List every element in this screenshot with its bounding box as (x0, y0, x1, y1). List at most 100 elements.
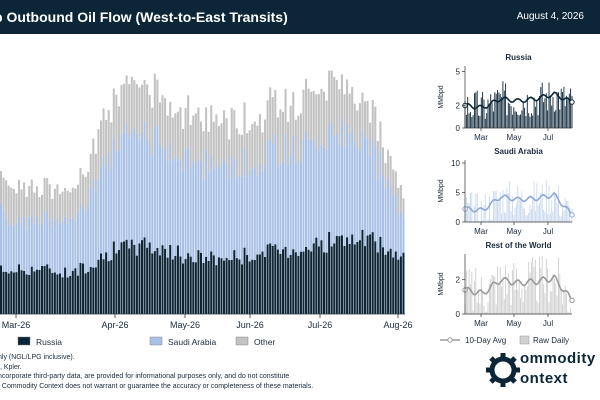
bar-saudi-arabia (379, 150, 382, 237)
bar-other (5, 180, 8, 218)
bar-other (299, 113, 302, 163)
bar-russia (381, 247, 384, 314)
legend-raw-swatch (519, 335, 530, 345)
bar-russia (194, 262, 197, 314)
bar-saudi-arabia (353, 141, 356, 245)
bar-other (169, 101, 172, 143)
bar-saudi-arabia (110, 169, 113, 261)
bar-saudi-arabia (71, 217, 74, 271)
bar-saudi-arabia (76, 211, 79, 276)
bar-saudi-arabia (384, 189, 387, 255)
bar-russia (64, 267, 67, 314)
legend-label: Russia (36, 337, 62, 347)
bar-other (64, 187, 67, 217)
bar-other (0, 171, 3, 203)
bar-other (356, 110, 359, 148)
bar-russia (153, 251, 156, 314)
bar-saudi-arabia (289, 155, 292, 255)
bar-russia (397, 259, 400, 314)
legend-swatch (235, 336, 249, 346)
bar-other (192, 115, 195, 161)
bar-russia (307, 249, 310, 314)
bar-other (92, 138, 95, 180)
bar-russia (284, 246, 287, 314)
bar-other (379, 121, 382, 151)
panel-title: Russia (505, 53, 532, 62)
bar-other (225, 118, 228, 165)
bar-russia (346, 237, 349, 314)
bar-other (94, 153, 97, 191)
bar-other (251, 124, 254, 169)
bar-saudi-arabia (97, 178, 100, 260)
bar-russia (223, 260, 226, 314)
bar-saudi-arabia (87, 205, 90, 272)
bar-russia (325, 252, 328, 314)
bar-other (43, 177, 46, 213)
bar-other (305, 78, 308, 133)
bar-saudi-arabia (402, 217, 405, 253)
bar-saudi-arabia (215, 165, 218, 266)
bar-saudi-arabia (128, 137, 131, 249)
bar-other (212, 121, 215, 169)
bar-russia (41, 266, 44, 314)
bar-other (274, 90, 277, 134)
bar-saudi-arabia (294, 164, 297, 253)
bar-saudi-arabia (12, 225, 15, 273)
panel-x-tick-label: Mar (474, 133, 488, 142)
bar-russia (38, 269, 41, 314)
bar-russia (17, 264, 20, 314)
bar-russia (384, 254, 387, 314)
bar-russia (25, 274, 28, 314)
bar-russia (2, 271, 5, 314)
bar-other (7, 185, 10, 226)
bar-other (315, 94, 318, 146)
bar-russia (7, 273, 10, 314)
bar-russia (287, 257, 290, 314)
bar-saudi-arabia (317, 150, 320, 247)
bar-other (148, 95, 151, 146)
bar-russia (374, 241, 377, 314)
bar-russia (146, 247, 149, 314)
bar-russia (174, 255, 177, 314)
bar-other (17, 179, 20, 218)
bar-saudi-arabia (179, 158, 182, 257)
bar-saudi-arabia (369, 155, 372, 235)
bar-saudi-arabia (174, 156, 177, 256)
bar-saudi-arabia (202, 179, 205, 264)
panel-x-tick-label: May (506, 227, 521, 236)
bar-saudi-arabia (356, 147, 359, 242)
bar-russia (276, 249, 279, 314)
main-x-tick-label: May-26 (170, 320, 200, 330)
bar-saudi-arabia (51, 226, 54, 273)
bar-russia (105, 252, 108, 314)
bar-russia (243, 247, 246, 314)
bar-russia (5, 271, 8, 314)
bar-russia (102, 259, 105, 314)
bar-saudi-arabia (140, 131, 144, 241)
bar-other (271, 97, 274, 145)
bar-other (174, 113, 177, 157)
bar-russia (51, 272, 54, 314)
bar-saudi-arabia (361, 129, 364, 230)
bar-saudi-arabia (53, 220, 56, 273)
bar-other (123, 83, 126, 133)
bar-saudi-arabia (176, 160, 179, 246)
bar-other (166, 115, 169, 161)
bar-saudi-arabia (307, 139, 310, 250)
bar-russia (110, 260, 113, 314)
bar-russia (351, 234, 354, 314)
footer-line: t, Kpler. (0, 363, 22, 371)
panel-y-label: MMbpd (438, 272, 445, 295)
logo-word-2: ontext (520, 370, 568, 387)
panel-x-tick-label: Jul (543, 227, 553, 236)
bar-other (156, 79, 159, 125)
bar-saudi-arabia (92, 179, 95, 268)
bar-other (281, 111, 285, 163)
bar-other (15, 193, 18, 223)
bar-russia (261, 251, 264, 314)
main-x-tick-label: Apr-26 (101, 320, 128, 330)
bar-other (330, 70, 333, 123)
bar-russia (30, 266, 33, 314)
panel-saudi-arabia: Saudi Arabia 0 5 10 MMbpd Mar May Jul (438, 147, 575, 236)
panel-legend: 10-Day Avg Raw Daily (440, 335, 569, 345)
